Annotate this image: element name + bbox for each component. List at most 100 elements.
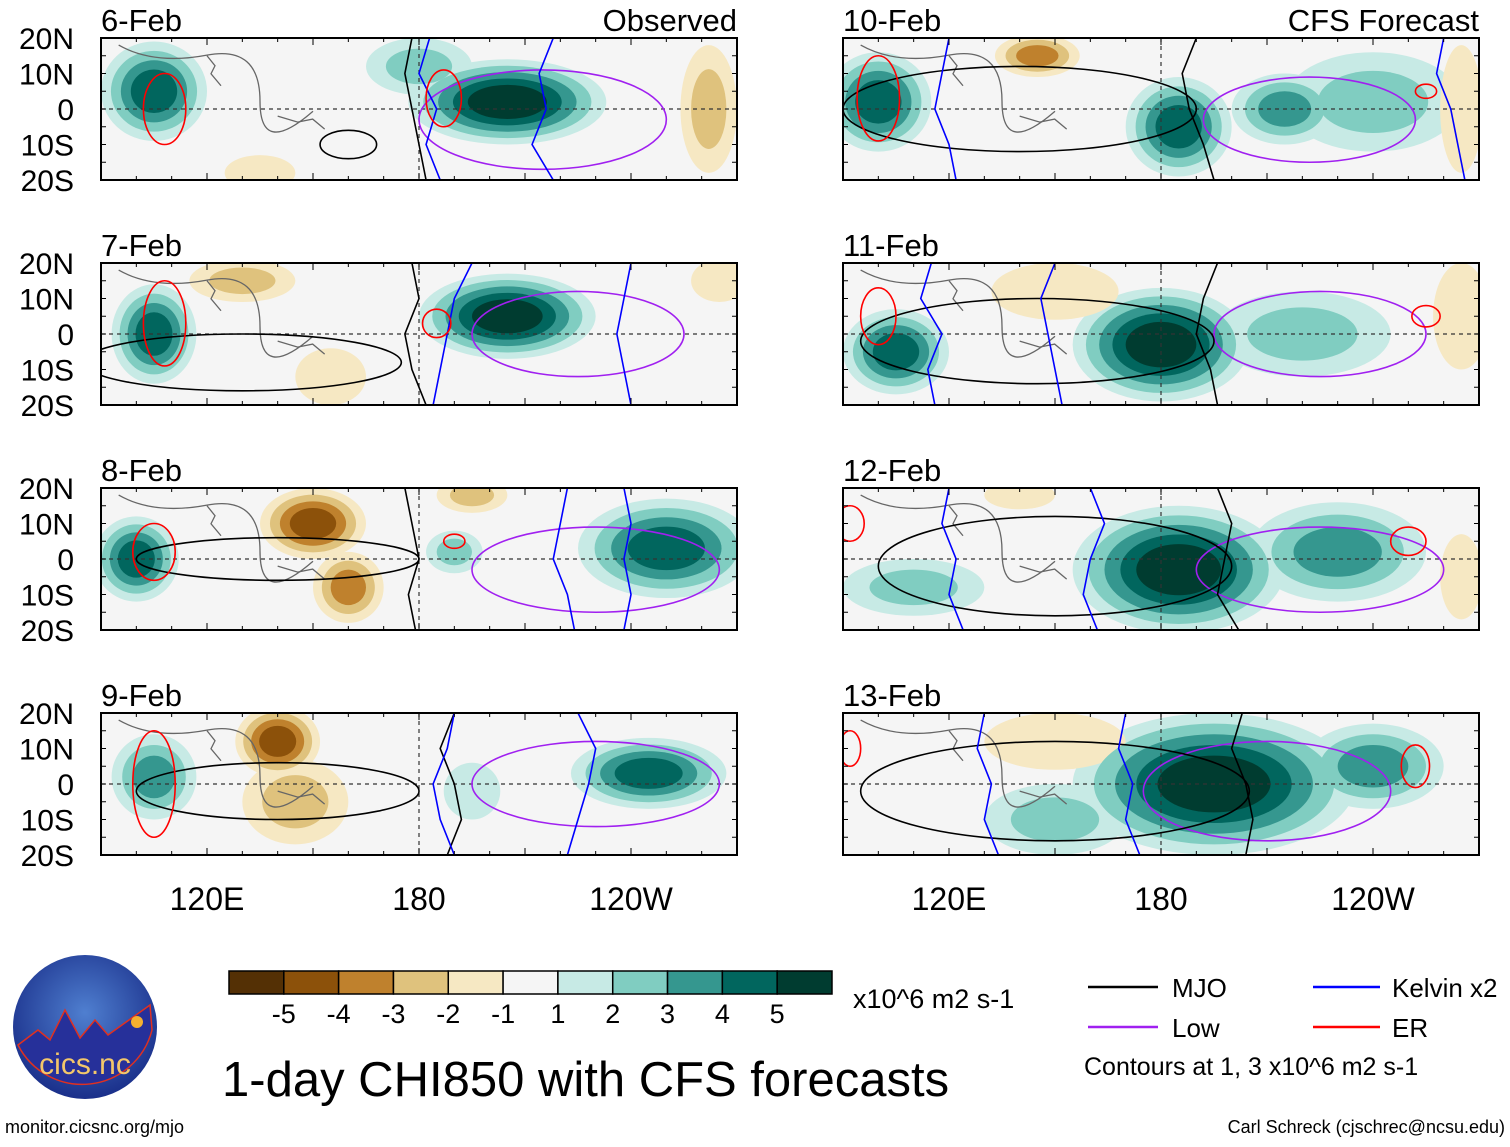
mjo-contour bbox=[1195, 263, 1219, 405]
lat-label: 20S bbox=[21, 615, 74, 648]
colorbar-tick-label: -4 bbox=[327, 999, 351, 1029]
column-label: Observed bbox=[603, 3, 737, 38]
chi-anomaly-shading bbox=[289, 507, 337, 540]
coastline bbox=[118, 494, 314, 583]
er-contour bbox=[142, 279, 187, 367]
chi-anomaly-shading bbox=[991, 263, 1119, 320]
lat-label: 0 bbox=[57, 769, 74, 802]
er-contour bbox=[856, 54, 901, 142]
low-contour bbox=[1195, 526, 1445, 614]
kelvin-contour bbox=[432, 263, 473, 405]
kelvin-contour bbox=[566, 713, 597, 855]
er-contour bbox=[132, 729, 177, 839]
chi-anomaly-shading bbox=[209, 267, 276, 295]
mjo-contour bbox=[404, 263, 427, 405]
chi-anomaly-shading bbox=[1433, 263, 1479, 370]
panel-date: 6-Feb bbox=[101, 3, 182, 38]
colorbar: -5 -4 -3 -2 -1 1 2 3 4 5 bbox=[228, 970, 833, 1029]
low-contour bbox=[1202, 76, 1417, 164]
panel-date: 13-Feb bbox=[843, 678, 941, 713]
axis-labels: 20N10N010S20S20N10N010S20S20N10N010S20S2… bbox=[19, 23, 1416, 917]
colorbar-tick-label: 5 bbox=[770, 999, 785, 1029]
coastline bbox=[206, 55, 326, 130]
cics-logo: cics.nc bbox=[13, 955, 157, 1099]
legend: MJO Low Kelvin x2 ER Contours at 1, 3 x1… bbox=[1084, 973, 1498, 1081]
mjo-contour bbox=[101, 333, 403, 392]
chi-anomaly-shading bbox=[385, 48, 453, 85]
chi-anomaly-shading bbox=[449, 488, 495, 507]
chi-anomaly-shading bbox=[855, 80, 902, 124]
lat-label: 20S bbox=[21, 165, 74, 198]
lat-label: 10S bbox=[21, 355, 74, 388]
low-contour bbox=[1142, 740, 1392, 842]
mjo-contour bbox=[319, 129, 378, 160]
colorbar-tick-label: -3 bbox=[381, 999, 405, 1029]
mjo-contour bbox=[439, 713, 463, 855]
legend-mjo-label: MJO bbox=[1172, 973, 1227, 1003]
column-label: CFS Forecast bbox=[1288, 3, 1480, 38]
chi-anomaly-shading bbox=[984, 488, 1055, 510]
coastline bbox=[860, 44, 1056, 133]
colorbar-swatch bbox=[228, 970, 285, 995]
er-contour bbox=[859, 287, 897, 346]
colorbar-swatch bbox=[502, 970, 559, 995]
legend-er-label: ER bbox=[1392, 1013, 1428, 1043]
lat-label: 10N bbox=[19, 284, 74, 317]
mjo-contour bbox=[859, 740, 1251, 842]
lon-label: 180 bbox=[1134, 881, 1187, 917]
map-panel: 6-Feb Observed bbox=[100, 3, 738, 181]
chi-anomaly-shading bbox=[436, 538, 473, 566]
colorbar-swatch bbox=[337, 970, 395, 995]
map-panel: 11-Feb bbox=[842, 228, 1480, 406]
er-contour bbox=[843, 504, 865, 543]
low-contour bbox=[471, 526, 721, 614]
mjo-contour bbox=[877, 515, 1233, 617]
colorbar-swatch bbox=[666, 970, 724, 995]
lon-label: 120W bbox=[1331, 881, 1415, 917]
chi-anomaly-shading bbox=[443, 762, 501, 820]
panel-date: 10-Feb bbox=[843, 3, 941, 38]
chi-anomaly-shading bbox=[467, 84, 547, 119]
lat-label: 10N bbox=[19, 734, 74, 767]
lat-label: 10S bbox=[21, 130, 74, 163]
er-contour bbox=[132, 522, 177, 582]
map-panel: 13-Feb bbox=[842, 678, 1480, 856]
er-contour bbox=[1414, 83, 1438, 100]
er-contour bbox=[1411, 304, 1441, 328]
lon-label: 120E bbox=[912, 881, 987, 917]
map-panels: 6-Feb Observed 7-Feb 8-Feb 9-Feb 10-Feb CFS Fo… bbox=[100, 3, 1480, 856]
chi-anomaly-shading bbox=[869, 569, 958, 606]
colorbar-tick-label: 3 bbox=[660, 999, 675, 1029]
colorbar-tick-label: 1 bbox=[550, 999, 565, 1029]
lon-label: 120E bbox=[170, 881, 245, 917]
logo-text: cics.nc bbox=[39, 1048, 131, 1081]
mjo-contour bbox=[859, 297, 1215, 385]
colorbar-swatch bbox=[721, 970, 778, 995]
lat-label: 0 bbox=[57, 94, 74, 127]
colorbar-tick-label: -2 bbox=[436, 999, 460, 1029]
mjo-contour bbox=[1230, 713, 1254, 855]
mjo-contour bbox=[135, 761, 420, 821]
chi-anomaly-shading bbox=[330, 569, 367, 606]
colorbar-swatch bbox=[557, 970, 614, 995]
er-contour bbox=[1400, 744, 1431, 789]
er-contour bbox=[421, 308, 452, 339]
kelvin-contour bbox=[418, 38, 441, 180]
kelvin-contour bbox=[623, 488, 632, 630]
low-contour bbox=[1213, 290, 1427, 378]
low-contour bbox=[418, 69, 668, 171]
chi-anomaly-shading bbox=[295, 348, 366, 405]
footer-url: monitor.cicsnc.org/mjo bbox=[5, 1117, 184, 1137]
panel-date: 9-Feb bbox=[101, 678, 182, 713]
colorbar-swatch bbox=[447, 970, 504, 995]
panel-date: 11-Feb bbox=[843, 228, 939, 263]
map-panel: 12-Feb bbox=[842, 453, 1480, 631]
kelvin-contour bbox=[1117, 713, 1141, 855]
map-panel: 7-Feb bbox=[100, 228, 738, 406]
chi-anomaly-shading bbox=[1016, 45, 1059, 67]
chi-anomaly-shading bbox=[872, 333, 920, 371]
lon-label: 120W bbox=[589, 881, 673, 917]
chi-anomaly-shading bbox=[1136, 544, 1222, 596]
lat-label: 0 bbox=[57, 544, 74, 577]
map-panel: 10-Feb CFS Forecast bbox=[842, 3, 1480, 181]
